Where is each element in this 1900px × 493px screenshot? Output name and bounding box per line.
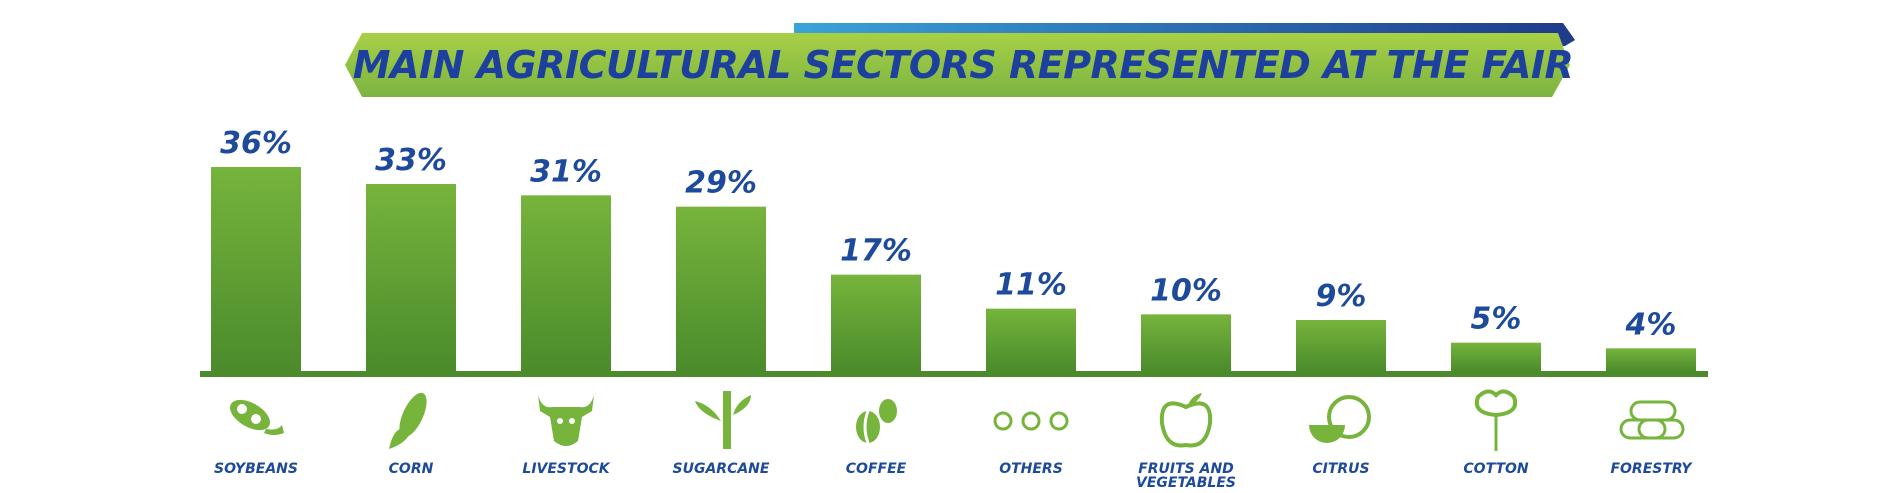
category-label: CORN — [388, 461, 434, 477]
icon — [1159, 393, 1213, 448]
value-label: 11% — [995, 268, 1067, 303]
chart-title: MAIN AGRICULTURAL SECTORS REPRESENTED AT… — [353, 43, 1574, 87]
icon-part — [569, 418, 575, 424]
bar — [676, 206, 766, 371]
icon — [230, 399, 284, 435]
category-label: CITRUS — [1312, 461, 1370, 477]
bar — [211, 167, 301, 371]
icon-part — [1629, 400, 1677, 422]
value-label: 5% — [1471, 302, 1522, 337]
icon-part — [1474, 389, 1518, 418]
value-label: 10% — [1150, 273, 1222, 308]
icon-part — [557, 418, 563, 424]
value-label: 36% — [220, 126, 292, 161]
bar — [1606, 348, 1696, 371]
bar — [986, 308, 1076, 371]
icon-part — [538, 395, 594, 446]
icon — [695, 391, 751, 449]
category-label: FRUITS AND VEGETABLES — [1136, 461, 1236, 491]
icon-part — [1327, 395, 1371, 439]
category-label: OTHERS — [999, 461, 1063, 477]
bar — [1141, 314, 1231, 371]
icon — [538, 395, 594, 446]
icon-part — [264, 425, 284, 435]
value-label: 33% — [375, 143, 447, 178]
value-label: 29% — [685, 166, 757, 201]
bar — [1296, 320, 1386, 371]
bar — [1451, 342, 1541, 371]
icon-part — [879, 399, 897, 423]
value-label: 31% — [530, 154, 602, 189]
icon — [389, 392, 427, 449]
icon — [993, 411, 1069, 431]
category-label: COTTON — [1463, 461, 1529, 477]
value-label: 17% — [840, 234, 912, 269]
bar — [521, 195, 611, 371]
category-label: COFFEE — [845, 461, 907, 477]
icon — [1309, 395, 1371, 443]
icon-part — [1309, 425, 1345, 443]
icon-part — [251, 414, 261, 424]
banner — [345, 33, 1570, 97]
icon-part — [1188, 393, 1202, 405]
value-label: 9% — [1316, 279, 1367, 314]
baseline — [200, 371, 1708, 377]
bar — [831, 274, 921, 371]
icon-part — [695, 395, 751, 421]
bar — [366, 184, 456, 371]
value-label: 4% — [1625, 307, 1677, 342]
category-label: SUGARCANE — [672, 461, 770, 477]
icon-part — [993, 411, 1013, 431]
icon-part — [399, 392, 427, 438]
icon-part — [1049, 411, 1069, 431]
icon-part — [1021, 411, 1041, 431]
icon-part — [1159, 401, 1213, 448]
category-label: SOYBEANS — [214, 461, 298, 477]
icon-part — [389, 428, 411, 449]
icon — [1619, 400, 1685, 440]
icon-part — [237, 404, 247, 414]
icon-part — [856, 411, 880, 443]
icon-part — [723, 391, 731, 449]
icon — [1474, 389, 1518, 451]
category-label: LIVESTOCK — [522, 461, 610, 477]
category-label: FORESTRY — [1610, 461, 1692, 477]
icon — [856, 399, 897, 444]
icon-part — [863, 410, 870, 444]
